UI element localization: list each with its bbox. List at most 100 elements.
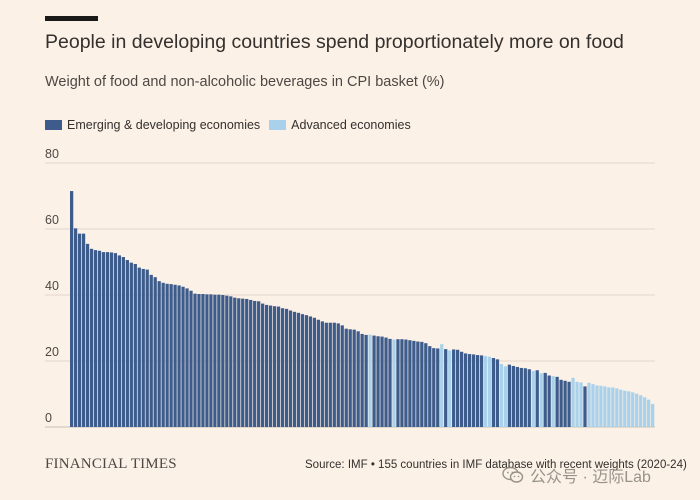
bar-emerging xyxy=(456,349,460,427)
bar-advanced xyxy=(611,387,615,427)
bar-emerging xyxy=(519,367,523,427)
bar-emerging xyxy=(237,298,241,427)
bar-emerging xyxy=(276,306,281,427)
bar-emerging xyxy=(296,312,301,427)
bar-emerging xyxy=(416,341,420,427)
bar-emerging xyxy=(583,386,587,427)
legend-item-advanced: Advanced economies xyxy=(269,118,411,132)
bar-emerging xyxy=(229,296,233,427)
bar-emerging xyxy=(420,341,424,427)
bar-emerging xyxy=(189,290,193,427)
bar-advanced xyxy=(392,339,396,427)
bar-advanced xyxy=(551,376,555,427)
bar-emerging xyxy=(460,351,464,427)
bar-emerging xyxy=(261,303,265,427)
bar-emerging xyxy=(93,250,98,427)
bar-emerging xyxy=(257,301,261,427)
bar-advanced xyxy=(623,390,627,427)
bar-emerging xyxy=(77,233,82,427)
bar-emerging xyxy=(471,354,476,427)
bar-emerging xyxy=(169,284,173,427)
bar-emerging xyxy=(444,349,448,427)
bar-advanced xyxy=(499,363,504,427)
bar-emerging xyxy=(121,257,125,427)
bar-emerging xyxy=(527,369,531,427)
bar-emerging xyxy=(475,355,480,427)
bar-advanced xyxy=(643,397,647,427)
bar-emerging xyxy=(233,297,237,427)
bar-emerging xyxy=(300,314,305,427)
legend: Emerging & developing economies Advanced… xyxy=(45,118,420,132)
bar-emerging xyxy=(173,284,177,427)
bar-emerging xyxy=(424,343,428,427)
bar-emerging xyxy=(284,308,289,427)
bar-emerging xyxy=(292,311,297,427)
bar-emerging xyxy=(213,294,217,427)
bar-emerging xyxy=(117,255,122,427)
bar-emerging xyxy=(221,295,225,427)
bar-emerging xyxy=(332,322,336,427)
bar-emerging xyxy=(495,359,500,427)
bar-emerging xyxy=(201,294,205,427)
bar-emerging xyxy=(408,340,412,427)
bar-advanced xyxy=(503,366,508,427)
bar-emerging xyxy=(70,191,74,427)
bar-emerging xyxy=(193,293,197,427)
wechat-icon xyxy=(502,466,524,483)
bar-emerging xyxy=(133,263,137,427)
bar-emerging xyxy=(113,253,118,427)
bar-emerging xyxy=(376,336,380,427)
bar-emerging xyxy=(129,262,133,427)
bar-emerging xyxy=(491,358,496,427)
bar-emerging xyxy=(149,274,153,427)
bar-emerging xyxy=(436,348,440,427)
bar-emerging xyxy=(265,304,269,427)
bar-advanced xyxy=(599,385,603,427)
bar-advanced xyxy=(607,387,611,427)
bar-emerging xyxy=(523,368,527,427)
bar-emerging xyxy=(137,267,141,427)
bar-emerging xyxy=(511,365,515,427)
chart-title: People in developing countries spend pro… xyxy=(45,31,624,53)
bar-emerging xyxy=(348,329,352,427)
bar-advanced xyxy=(579,382,583,427)
bar-emerging xyxy=(217,294,221,427)
bar-emerging xyxy=(197,294,201,427)
bar-emerging xyxy=(404,339,408,427)
bar-advanced xyxy=(647,399,651,427)
bar-emerging xyxy=(304,315,309,427)
bar-emerging xyxy=(288,310,293,427)
bar-emerging xyxy=(563,380,567,427)
bar-advanced xyxy=(631,392,635,427)
bar-emerging xyxy=(85,243,90,427)
bar-emerging xyxy=(316,319,320,427)
bar-emerging xyxy=(547,375,551,427)
bar-emerging xyxy=(372,335,376,427)
bar-advanced xyxy=(368,334,372,427)
bar-emerging xyxy=(320,321,324,427)
bar-emerging xyxy=(145,269,149,427)
bar-emerging xyxy=(209,294,213,427)
source-note: Source: IMF • 155 countries in IMF datab… xyxy=(305,459,687,471)
bar-advanced xyxy=(575,381,579,427)
bar-emerging xyxy=(280,308,285,427)
y-tick-label: 40 xyxy=(45,279,59,293)
header-rule xyxy=(45,16,98,21)
bar-advanced xyxy=(539,373,543,427)
bar-advanced xyxy=(603,386,607,427)
bar-advanced xyxy=(635,393,639,427)
bar-emerging xyxy=(308,316,313,427)
legend-label-advanced: Advanced economies xyxy=(291,118,411,132)
bar-emerging xyxy=(125,260,129,427)
bar-emerging xyxy=(364,334,368,427)
bar-emerging xyxy=(559,379,563,427)
bar-advanced xyxy=(531,370,535,427)
bar-advanced xyxy=(448,350,452,427)
bar-emerging xyxy=(432,348,436,427)
bar-emerging xyxy=(165,283,169,427)
bar-emerging xyxy=(81,233,86,427)
legend-item-emerging: Emerging & developing economies xyxy=(45,118,260,132)
bar-emerging xyxy=(312,317,317,427)
bar-emerging xyxy=(177,285,181,427)
bar-emerging xyxy=(109,252,114,427)
